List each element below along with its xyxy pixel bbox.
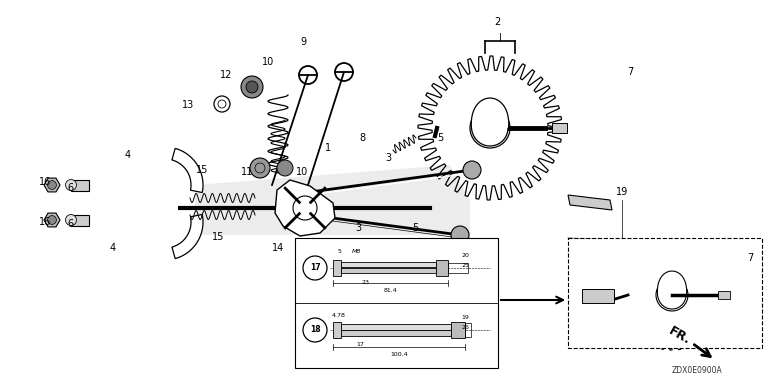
Circle shape bbox=[250, 158, 270, 178]
Text: 16: 16 bbox=[39, 177, 51, 187]
Bar bbox=[71, 215, 89, 225]
Text: 25: 25 bbox=[461, 263, 469, 268]
Bar bbox=[341, 324, 451, 330]
Text: 10: 10 bbox=[262, 57, 274, 67]
Text: 17: 17 bbox=[356, 342, 364, 347]
Text: 18: 18 bbox=[310, 326, 320, 334]
Bar bbox=[718, 291, 730, 299]
Polygon shape bbox=[275, 180, 335, 236]
Text: 5: 5 bbox=[437, 133, 443, 143]
Text: 14: 14 bbox=[272, 243, 284, 253]
Circle shape bbox=[463, 161, 481, 179]
Text: 17: 17 bbox=[310, 263, 320, 273]
Circle shape bbox=[480, 118, 500, 138]
Text: ZDX0E0900A: ZDX0E0900A bbox=[672, 366, 723, 375]
Text: 6: 6 bbox=[67, 183, 73, 193]
Circle shape bbox=[241, 76, 263, 98]
Text: 26: 26 bbox=[461, 325, 469, 330]
Polygon shape bbox=[172, 214, 203, 258]
Text: 23: 23 bbox=[361, 280, 369, 285]
Text: 19: 19 bbox=[616, 187, 628, 197]
Bar bbox=[436, 260, 448, 276]
Text: 8: 8 bbox=[359, 133, 365, 143]
Bar bbox=[341, 268, 436, 273]
Bar bbox=[341, 330, 451, 336]
Bar bbox=[71, 179, 89, 190]
Text: 6: 6 bbox=[67, 219, 73, 229]
Text: 4.78: 4.78 bbox=[332, 313, 346, 318]
Circle shape bbox=[48, 215, 56, 224]
Text: 15: 15 bbox=[196, 165, 208, 175]
Text: 4: 4 bbox=[110, 243, 116, 253]
Text: 4: 4 bbox=[125, 150, 131, 160]
Text: 11: 11 bbox=[241, 167, 253, 177]
Text: 15: 15 bbox=[212, 232, 224, 242]
Text: 7: 7 bbox=[627, 67, 633, 77]
Circle shape bbox=[246, 81, 258, 93]
Text: 2: 2 bbox=[494, 17, 500, 27]
Bar bbox=[582, 289, 614, 303]
Text: 1: 1 bbox=[325, 143, 331, 153]
Text: FR.: FR. bbox=[667, 324, 694, 348]
Bar bbox=[451, 322, 465, 338]
Text: 3: 3 bbox=[355, 223, 361, 233]
Circle shape bbox=[451, 226, 469, 244]
Bar bbox=[333, 322, 341, 338]
Polygon shape bbox=[568, 195, 612, 210]
Circle shape bbox=[277, 160, 293, 176]
Text: 100.4: 100.4 bbox=[390, 352, 408, 357]
Polygon shape bbox=[195, 165, 470, 235]
Text: 20: 20 bbox=[461, 253, 469, 258]
Circle shape bbox=[65, 215, 77, 225]
Polygon shape bbox=[657, 271, 687, 309]
Text: 3: 3 bbox=[385, 153, 391, 163]
Text: M8: M8 bbox=[352, 249, 362, 254]
Circle shape bbox=[293, 196, 317, 220]
Text: 7: 7 bbox=[746, 253, 753, 263]
Text: 19: 19 bbox=[461, 315, 469, 320]
Polygon shape bbox=[172, 148, 203, 192]
Circle shape bbox=[48, 180, 56, 189]
Bar bbox=[341, 262, 436, 267]
Polygon shape bbox=[472, 98, 508, 146]
Text: 16: 16 bbox=[39, 217, 51, 227]
Bar bbox=[333, 260, 341, 276]
Text: 5: 5 bbox=[337, 249, 341, 254]
Text: 10: 10 bbox=[296, 167, 308, 177]
Text: 12: 12 bbox=[220, 70, 232, 80]
Bar bbox=[465, 323, 471, 337]
Polygon shape bbox=[44, 213, 60, 227]
Bar bbox=[295, 238, 498, 368]
Bar bbox=[552, 123, 567, 133]
Text: 9: 9 bbox=[300, 37, 306, 47]
Polygon shape bbox=[44, 178, 60, 192]
Bar bbox=[568, 238, 762, 348]
Text: 81.4: 81.4 bbox=[384, 288, 398, 293]
Text: 13: 13 bbox=[182, 100, 194, 110]
Text: 5: 5 bbox=[412, 223, 418, 233]
Circle shape bbox=[65, 179, 77, 190]
Circle shape bbox=[664, 287, 680, 303]
Bar bbox=[448, 263, 468, 273]
